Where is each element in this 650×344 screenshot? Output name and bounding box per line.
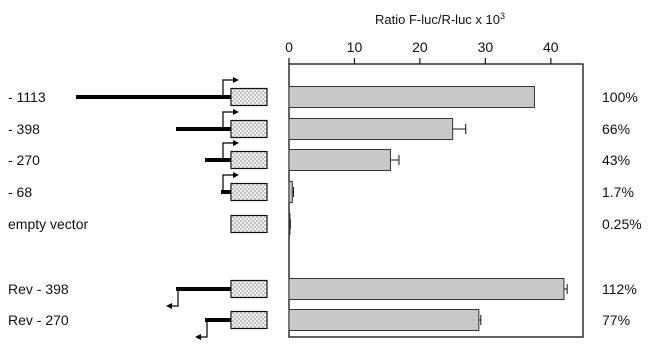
construct-label: - 68 bbox=[8, 184, 32, 200]
tss-arrow bbox=[222, 79, 235, 97]
arrow-head bbox=[233, 140, 239, 146]
axis-title: Ratio F-luc/R-luc x 103 bbox=[375, 11, 505, 27]
reporter-box bbox=[230, 119, 268, 139]
reporter-box bbox=[230, 310, 268, 330]
x-tick-label: 20 bbox=[412, 39, 428, 55]
construct-label: Rev - 270 bbox=[8, 312, 69, 328]
reporter-box bbox=[230, 87, 268, 107]
tss-arrow bbox=[170, 289, 179, 307]
construct-diagram bbox=[221, 172, 268, 202]
arrow-head bbox=[233, 172, 239, 178]
construct-label: - 398 bbox=[8, 121, 40, 137]
percent-label: 77% bbox=[602, 312, 630, 328]
construct-diagrams bbox=[76, 77, 268, 340]
x-tick-label: 0 bbox=[285, 39, 293, 55]
bar bbox=[288, 181, 293, 203]
tss-arrow bbox=[199, 320, 208, 338]
tss-arrow bbox=[222, 111, 235, 129]
percent-label: 100% bbox=[602, 89, 638, 105]
reporter-box bbox=[230, 182, 268, 202]
construct-diagram bbox=[230, 214, 268, 234]
percent-label: 0.25% bbox=[602, 216, 642, 232]
percent-label: 66% bbox=[602, 121, 630, 137]
arrow-head bbox=[233, 77, 239, 83]
construct-labels: - 1113 - 398 - 270 - 68 empty vector Rev - 39… bbox=[8, 89, 88, 328]
construct-diagram bbox=[205, 140, 268, 170]
percent-label: 1.7% bbox=[602, 184, 634, 200]
tss-arrow bbox=[222, 174, 235, 192]
arrow-head bbox=[166, 303, 172, 309]
x-axis: 0 10 20 30 40 bbox=[285, 39, 559, 64]
reporter-box bbox=[230, 214, 268, 234]
x-tick-label: 40 bbox=[543, 39, 559, 55]
percent-label: 43% bbox=[602, 152, 630, 168]
construct-diagram bbox=[166, 279, 268, 309]
construct-label: Rev - 398 bbox=[8, 281, 69, 297]
tss-arrow bbox=[222, 142, 235, 160]
bar bbox=[288, 309, 480, 331]
percent-label: 112% bbox=[602, 281, 637, 297]
bar bbox=[288, 86, 535, 108]
arrow-head bbox=[233, 109, 239, 115]
construct-diagram bbox=[195, 310, 268, 340]
x-tick-label: 30 bbox=[478, 39, 494, 55]
bars bbox=[288, 86, 568, 331]
x-tick-label: 10 bbox=[347, 39, 363, 55]
construct-label: empty vector bbox=[8, 216, 88, 232]
construct-diagram bbox=[176, 109, 268, 139]
construct-diagram bbox=[76, 77, 268, 107]
construct-label: - 1113 bbox=[8, 89, 46, 105]
bar bbox=[288, 278, 565, 300]
arrow-head bbox=[195, 334, 201, 340]
percent-labels: 100% 66% 43% 1.7% 0.25% 112% 77% bbox=[602, 89, 642, 328]
construct-label: - 270 bbox=[8, 152, 40, 168]
reporter-box bbox=[230, 150, 268, 170]
bar bbox=[288, 149, 391, 171]
bar bbox=[288, 118, 454, 140]
reporter-box bbox=[230, 279, 268, 299]
